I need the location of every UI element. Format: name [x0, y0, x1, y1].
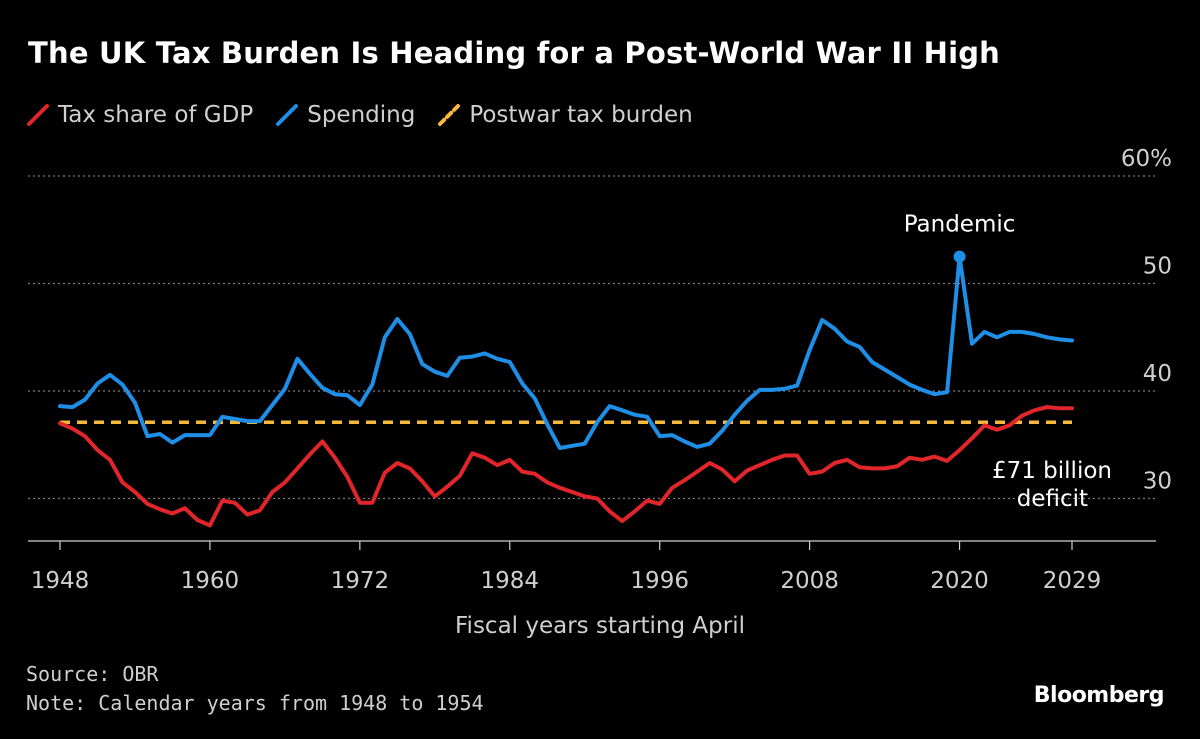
x-tick-label-2008: 2008 — [780, 568, 839, 594]
x-axis-label: Fiscal years starting April — [455, 613, 745, 639]
x-tick-label-2020: 2020 — [930, 568, 989, 594]
legend-item-postwar: Postwar tax burden — [437, 102, 693, 128]
legend-item-tax: Tax share of GDP — [26, 102, 253, 128]
series-lines — [58, 254, 1074, 528]
deficit-annotation-line1: £71 billion — [992, 458, 1112, 484]
pandemic-annotation: Pandemic — [904, 212, 1016, 238]
gridlines — [28, 175, 1156, 500]
x-tick-label-1972: 1972 — [331, 568, 390, 594]
y-tick-label-60: 60% — [1121, 146, 1172, 172]
series-line-spending — [58, 254, 1074, 450]
legend: Tax share of GDP Spending Postwar tax bu… — [26, 98, 693, 132]
y-axis-ticks: 30 40 50 60% — [1121, 146, 1172, 495]
source-note: Source: OBR — [26, 662, 159, 686]
legend-tax-swatch-icon — [27, 104, 49, 126]
footer: Source: OBR Note: Calendar years from 19… — [26, 660, 484, 718]
legend-tax-label: Tax share of GDP — [58, 102, 254, 128]
bloomberg-logo: Bloomberg — [1033, 683, 1165, 708]
x-tick-label-2029: 2029 — [1043, 568, 1102, 594]
y-tick-label-50: 50 — [1143, 254, 1172, 280]
legend-item-spending: Spending — [275, 102, 415, 128]
legend-spending-label: Spending — [307, 102, 416, 128]
series-line-tax-share-of-gdp — [58, 405, 1074, 528]
x-tick-label-1996: 1996 — [630, 568, 689, 594]
chart-title: The UK Tax Burden Is Heading for a Post-… — [28, 36, 1001, 70]
pandemic-marker — [953, 250, 966, 263]
x-tick-label-1948: 1948 — [31, 568, 90, 594]
deficit-annotation-line2: deficit — [1017, 486, 1088, 512]
y-tick-label-40: 40 — [1143, 361, 1172, 387]
y-tick-label-30: 30 — [1143, 469, 1172, 495]
footnote: Note: Calendar years from 1948 to 1954 — [26, 691, 484, 715]
legend-spending-swatch-icon — [276, 104, 299, 126]
x-axis: 1948 1960 1972 1984 1996 2008 2020 2029 — [28, 540, 1156, 594]
legend-postwar-label: Postwar tax burden — [469, 102, 693, 128]
x-tick-label-1960: 1960 — [181, 568, 240, 594]
x-tick-label-1984: 1984 — [481, 568, 540, 594]
legend-postwar-swatch-icon — [438, 104, 461, 126]
